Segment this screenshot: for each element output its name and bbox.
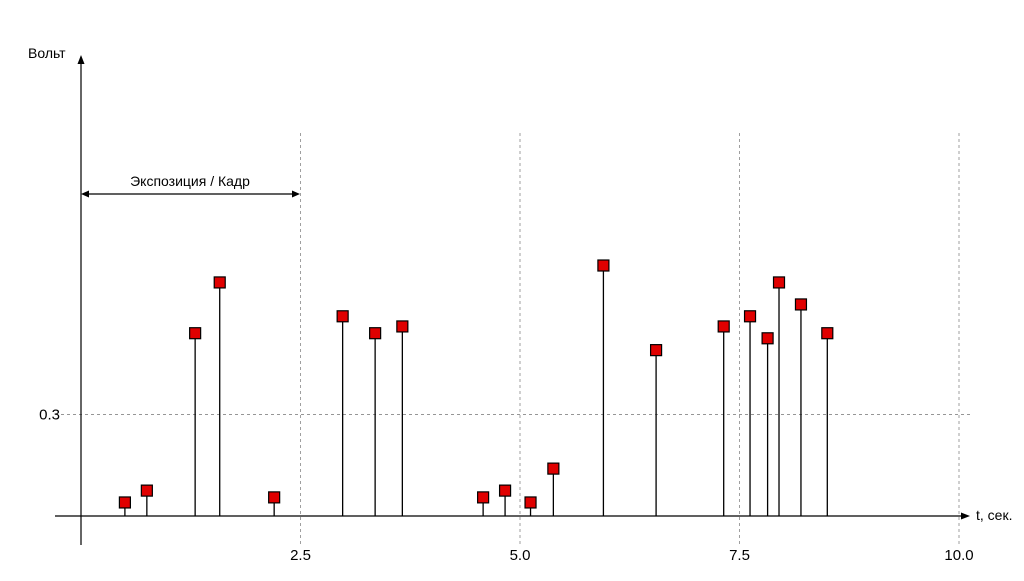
x-tick-label: 7.5 (729, 547, 750, 564)
stem-marker (597, 259, 610, 272)
stem-marker (524, 496, 537, 509)
stems (118, 259, 834, 516)
x-tick-label: 5.0 (510, 547, 531, 564)
stem-marker (498, 484, 512, 497)
stem-marker (477, 491, 490, 504)
stem-marker (213, 276, 226, 289)
stem-marker (189, 327, 202, 340)
stem-marker (336, 310, 349, 323)
y-axis-label: Вольт (28, 45, 66, 61)
exposure-annotation: Экспозиция / Кадр (81, 173, 300, 198)
exposure-arrow-left-head (81, 190, 89, 198)
stem-marker (743, 310, 757, 323)
axes: t, сек. Вольт (28, 45, 1012, 545)
grid (55, 133, 972, 545)
stem-marker (717, 320, 730, 333)
y-axis-arrow (77, 55, 85, 64)
x-tick-label: 10.0 (944, 547, 973, 564)
x-tick-label: 2.5 (290, 547, 311, 564)
stem-marker (268, 491, 281, 504)
stem-marker (547, 462, 560, 475)
stem-marker (761, 332, 774, 345)
stem-marker (369, 327, 382, 340)
stem-marker (140, 484, 153, 497)
stem-marker (649, 344, 663, 357)
exposure-arrow-right-head (292, 190, 300, 198)
exposure-label: Экспозиция / Кадр (130, 173, 250, 189)
y-tick-label: 0.3 (39, 406, 60, 423)
stem-marker (794, 298, 808, 311)
ticks: 2.5 5.0 7.5 10.0 0.3 (39, 406, 973, 564)
stem-marker (821, 327, 834, 340)
stem-marker (772, 276, 786, 289)
stem-marker (118, 496, 132, 509)
x-axis-label: t, сек. (976, 507, 1012, 523)
x-axis-arrow (961, 512, 970, 520)
stem-marker (396, 320, 409, 333)
